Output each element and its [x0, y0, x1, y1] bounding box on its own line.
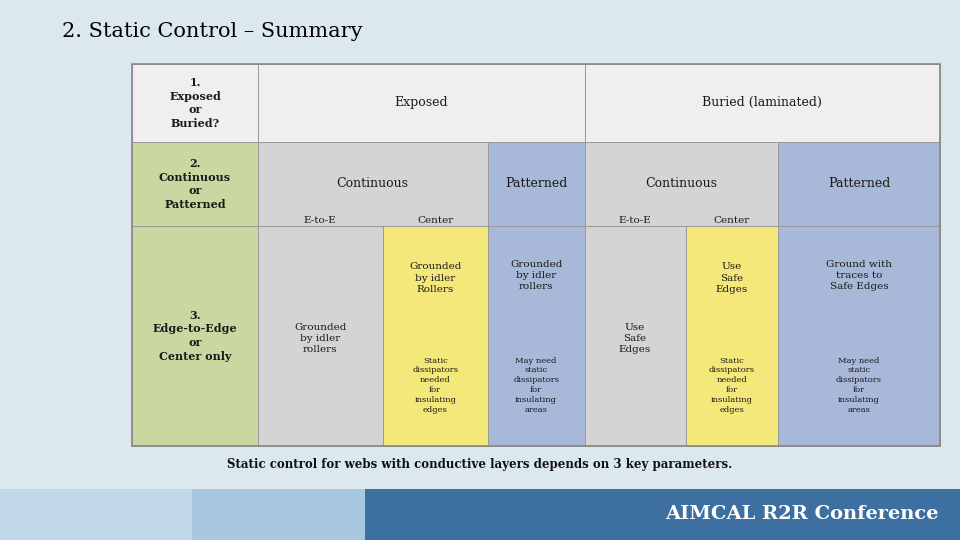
Text: Continuous: Continuous [645, 178, 717, 191]
Text: Exposed: Exposed [395, 96, 448, 110]
Text: 2. Static Control – Summary: 2. Static Control – Summary [62, 22, 363, 40]
Text: E-to-E: E-to-E [303, 216, 337, 225]
Bar [365, 489, 960, 540]
Bar [779, 142, 940, 226]
Text: Buried (laminated): Buried (laminated) [703, 96, 822, 110]
Text: Patterned: Patterned [828, 178, 890, 191]
Bar [132, 226, 257, 446]
Text: 3.
Edge-to-Edge
or
Center only: 3. Edge-to-Edge or Center only [153, 309, 237, 362]
Bar [132, 142, 257, 226]
Text: Grounded
by idler
rollers: Grounded by idler rollers [294, 323, 347, 354]
Bar [257, 64, 585, 142]
Text: Static
dissipators
needed
for
insulating
edges: Static dissipators needed for insulating… [708, 356, 755, 414]
Bar [779, 226, 940, 446]
Bar [383, 226, 488, 446]
Text: Static control for webs with conductive layers depends on 3 key parameters.: Static control for webs with conductive … [228, 458, 732, 471]
Bar [132, 64, 257, 142]
Text: Patterned: Patterned [505, 178, 567, 191]
Text: Use
Safe
Edges: Use Safe Edges [716, 262, 748, 294]
Text: Static
dissipators
needed
for
insulating
edges: Static dissipators needed for insulating… [412, 356, 458, 414]
Bar [585, 64, 940, 142]
Bar [192, 489, 365, 540]
Text: Use
Safe
Edges: Use Safe Edges [619, 323, 651, 354]
Bar [257, 226, 383, 446]
Bar [585, 226, 685, 446]
Text: Center: Center [417, 216, 453, 225]
Text: Ground with
traces to
Safe Edges: Ground with traces to Safe Edges [827, 260, 892, 291]
Text: May need
static
dissipators
for
insulating
areas: May need static dissipators for insulati… [514, 356, 559, 414]
Text: AIMCAL R2R Conference: AIMCAL R2R Conference [665, 505, 939, 523]
Bar [685, 226, 779, 446]
Text: E-to-E: E-to-E [618, 216, 652, 225]
Bar [257, 142, 488, 226]
Text: Center: Center [714, 216, 750, 225]
Bar [132, 64, 940, 446]
Text: 2.
Continuous
or
Patterned: 2. Continuous or Patterned [159, 158, 231, 210]
Bar [585, 142, 779, 226]
Text: Grounded
by idler
rollers: Grounded by idler rollers [510, 260, 563, 291]
Bar [0, 489, 192, 540]
Text: May need
static
dissipators
for
insulating
areas: May need static dissipators for insulati… [836, 356, 882, 414]
Bar [488, 142, 585, 226]
Text: Grounded
by idler
Rollers: Grounded by idler Rollers [409, 262, 462, 294]
Text: Continuous: Continuous [337, 178, 409, 191]
Text: 1.
Exposed
or
Buried?: 1. Exposed or Buried? [169, 77, 221, 129]
Bar [488, 226, 585, 446]
